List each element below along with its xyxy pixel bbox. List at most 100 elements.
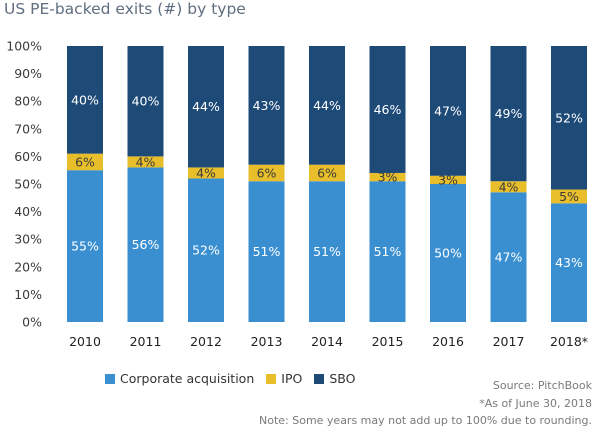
footnote-date: *As of June 30, 2018 (479, 397, 592, 410)
bar-stack-2014: 51% 6% 44% (309, 46, 345, 322)
data-label-sbo: 43% (253, 98, 281, 113)
data-label-corporate-acquisition: 50% (434, 246, 462, 261)
bar-segment-corporate-acquisition (248, 181, 285, 322)
bar-segment-ipo (430, 175, 466, 184)
bar-segment-sbo (188, 46, 224, 168)
bar-segment-sbo (490, 46, 527, 182)
bar-segment-sbo (67, 46, 103, 154)
legend-label-ipo: IPO (281, 371, 303, 386)
bar-stack-2015: 51% 3% 46% (369, 46, 406, 322)
data-label-sbo: 46% (374, 102, 402, 117)
y-tick-label: 90% (14, 66, 42, 81)
y-tick-label: 70% (14, 121, 42, 136)
bars: 55% 6% 40% 56% 4% 40% 52% 4% 44% 51% 6% 43% 51% 6% 44%… (67, 46, 587, 322)
bar-segment-ipo (248, 164, 285, 182)
data-label-corporate-acquisition: 52% (192, 243, 220, 258)
legend-item-sbo: SBO (314, 371, 355, 386)
x-tick-label: 2010 (69, 334, 101, 349)
data-label-ipo: 5% (559, 189, 579, 204)
bar-segment-ipo (127, 156, 164, 168)
legend-swatch-corporate-acquisition (105, 373, 115, 384)
bar-segment-sbo (309, 46, 345, 165)
data-label-sbo: 40% (132, 94, 160, 109)
bar-segment-sbo (551, 46, 587, 190)
x-tick-label: 2012 (190, 334, 222, 349)
bar-stack-2011: 56% 4% 40% (127, 46, 164, 322)
bar-segment-ipo (67, 153, 103, 171)
data-label-ipo: 4% (499, 179, 519, 194)
bar-segment-sbo (248, 46, 285, 165)
bar-segment-ipo (490, 181, 527, 193)
bar-segment-corporate-acquisition (67, 170, 103, 322)
source-note: Source: PitchBook (492, 379, 592, 392)
data-label-corporate-acquisition: 47% (495, 250, 523, 265)
x-tick-label: 2014 (311, 334, 343, 349)
x-tick-label: 2016 (432, 334, 464, 349)
data-label-ipo: 3% (378, 170, 398, 185)
data-label-ipo: 6% (317, 165, 337, 180)
bar-stack-2010: 55% 6% 40% (67, 46, 103, 322)
chart-title: US PE-backed exits (#) by type (4, 0, 246, 18)
data-label-ipo: 4% (196, 165, 216, 180)
x-tick-label: 2013 (251, 334, 283, 349)
bar-segment-corporate-acquisition (551, 203, 587, 322)
bar-segment-ipo (551, 189, 587, 204)
bar-segment-corporate-acquisition (430, 184, 466, 322)
bar-segment-ipo (309, 164, 345, 182)
y-tick-label: 10% (14, 287, 42, 302)
bar-stack-2017: 47% 4% 49% (490, 46, 527, 322)
y-tick-label: 100% (6, 39, 42, 54)
bar-segment-sbo (127, 46, 164, 157)
x-tick-label: 2011 (130, 334, 162, 349)
y-axis: 0% 10% 20% 30% 40% 50% 60% 70% 80% 90% 100% (6, 39, 42, 330)
x-tick-label: 2015 (372, 334, 404, 349)
y-tick-label: 30% (14, 232, 42, 247)
bar-segment-corporate-acquisition (490, 192, 527, 322)
data-label-corporate-acquisition: 55% (71, 239, 99, 254)
bar-segment-ipo (369, 172, 406, 182)
data-label-sbo: 52% (555, 110, 583, 125)
data-label-ipo: 4% (136, 154, 156, 169)
data-label-sbo: 40% (71, 92, 99, 107)
bar-segment-corporate-acquisition (188, 178, 224, 322)
data-label-ipo: 6% (257, 165, 277, 180)
y-tick-label: 60% (14, 149, 42, 164)
y-tick-label: 40% (14, 204, 42, 219)
data-label-sbo: 47% (434, 103, 462, 118)
bar-segment-sbo (369, 46, 406, 173)
data-label-corporate-acquisition: 51% (253, 244, 281, 259)
data-label-corporate-acquisition: 51% (374, 244, 402, 259)
y-tick-label: 50% (14, 177, 42, 192)
legend: Corporate acquisition IPO SBO (105, 371, 367, 386)
bar-segment-sbo (430, 46, 466, 176)
bar-stack-2016: 50% 3% 47% (430, 46, 466, 322)
data-label-sbo: 44% (192, 99, 220, 114)
bar-stack-2018: 43% 5% 52% (551, 46, 587, 322)
legend-label-corporate-acquisition: Corporate acquisition (120, 371, 255, 386)
legend-item-corporate-acquisition: Corporate acquisition (105, 371, 254, 386)
data-label-corporate-acquisition: 43% (555, 255, 583, 270)
bar-segment-corporate-acquisition (309, 181, 345, 322)
x-tick-label: 2017 (493, 334, 525, 349)
bar-segment-corporate-acquisition (127, 167, 164, 322)
bar-segment-corporate-acquisition (369, 181, 406, 322)
y-tick-label: 80% (14, 94, 42, 109)
data-label-ipo: 3% (438, 172, 458, 187)
bar-stack-2013: 51% 6% 43% (248, 46, 285, 322)
y-tick-label: 0% (22, 315, 42, 330)
legend-item-ipo: IPO (266, 371, 302, 386)
bar-segment-ipo (188, 167, 224, 179)
data-label-corporate-acquisition: 56% (132, 237, 160, 252)
x-axis: 2010 2011 2012 2013 2014 2015 2016 2017 2018* (69, 334, 588, 349)
legend-label-sbo: SBO (329, 371, 356, 386)
data-label-sbo: 44% (313, 98, 341, 113)
bar-stack-2012: 52% 4% 44% (188, 46, 224, 322)
x-tick-label: 2018* (550, 334, 588, 349)
data-label-corporate-acquisition: 51% (313, 244, 341, 259)
legend-swatch-ipo (266, 373, 277, 384)
y-tick-label: 20% (14, 259, 42, 274)
footnote-rounding: Note: Some years may not add up to 100% … (258, 414, 592, 427)
legend-swatch-sbo (314, 373, 325, 384)
data-label-sbo: 49% (495, 106, 523, 121)
